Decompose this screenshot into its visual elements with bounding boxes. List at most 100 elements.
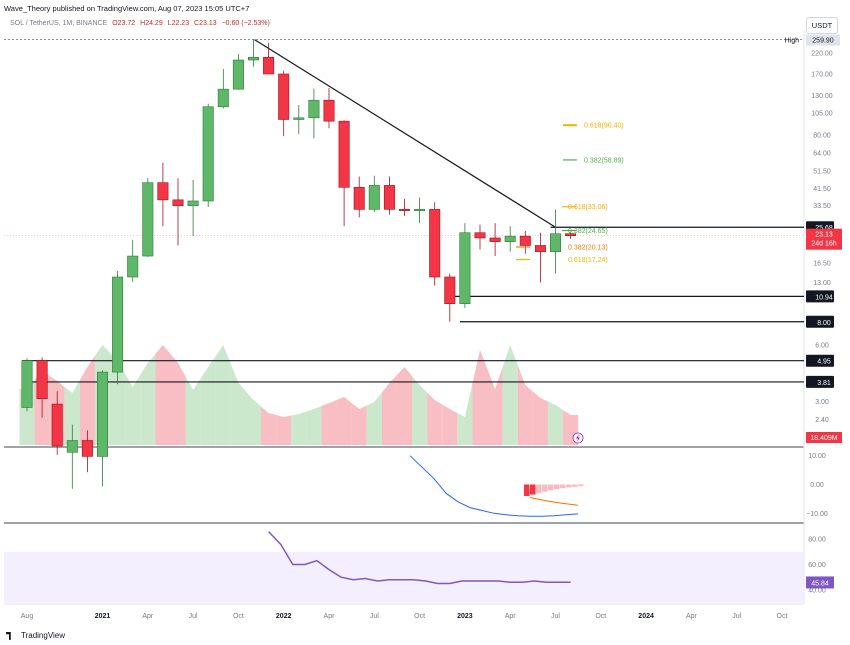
candle	[323, 88, 335, 129]
macd-histogram-bar	[554, 484, 560, 490]
tradingview-brand[interactable]: TradingView	[6, 631, 65, 640]
candle-body	[429, 209, 441, 278]
level-badge-text: 3.81	[817, 380, 831, 387]
candle-body	[519, 235, 531, 246]
macd-histogram-bar	[542, 484, 548, 492]
time-tick-label: Jul	[370, 613, 379, 620]
candle-body	[112, 276, 124, 373]
time-tick-label: Oct	[595, 613, 606, 620]
fib-label: 0.382(20.13)	[568, 244, 608, 251]
level-badge	[806, 354, 834, 367]
price-tick-label: 8.00	[815, 319, 829, 326]
candle-body	[172, 199, 184, 206]
candle-body	[414, 209, 426, 211]
rsi-band	[4, 551, 804, 603]
time-tick-label: Jul	[732, 613, 741, 620]
price-tick-label: 220.00	[811, 51, 833, 58]
volume-area	[381, 375, 397, 445]
macd-line	[409, 455, 579, 517]
price-tick-label: 105.00	[811, 111, 833, 118]
price-tick-label: 130.00	[811, 93, 833, 100]
level-badge-text: 25.68	[815, 225, 833, 232]
macd-histogram-bar	[536, 484, 542, 494]
candle-body	[51, 403, 63, 447]
candle	[338, 120, 350, 227]
time-tick-label: 2022	[276, 613, 292, 620]
time-tick-label: Apr	[324, 613, 336, 620]
low-value: L22.23	[167, 20, 190, 27]
price-tick-label: 33.50	[813, 203, 831, 210]
candle	[202, 103, 214, 207]
fib-label: 0.618(90.40)	[584, 123, 624, 130]
volume-area	[321, 400, 337, 445]
rsi-value-text: 45.84	[811, 580, 829, 587]
candle	[157, 162, 169, 227]
candle	[172, 178, 184, 246]
candle	[429, 202, 441, 286]
volume-area	[185, 376, 201, 445]
macd-tick-label: 0.00	[810, 482, 824, 489]
time-tick-label: Jul	[189, 613, 198, 620]
level-badge-text: 4.95	[817, 359, 831, 366]
rsi-tick-label: 80.00	[808, 537, 826, 544]
rsi-tick-label: 60.00	[808, 562, 826, 569]
volume-area	[125, 374, 141, 445]
lightning-icon[interactable]	[572, 432, 584, 444]
candle	[278, 70, 290, 137]
volume-area	[64, 380, 80, 445]
candle	[489, 223, 501, 257]
candle-body	[323, 99, 335, 122]
candle	[142, 178, 154, 257]
price-tick-label: 4.80	[815, 361, 829, 368]
candle-body	[202, 106, 214, 202]
candle	[232, 53, 244, 90]
candle	[248, 39, 260, 67]
volume-area	[412, 376, 428, 445]
lightning-glyph	[576, 434, 580, 442]
volume-area	[427, 392, 443, 445]
time-tick-label: Aug	[21, 613, 34, 620]
price-tick-label: 16.50	[813, 261, 831, 268]
current-price-badge	[806, 228, 842, 250]
price-tick-label: 2.40	[815, 417, 829, 424]
volume-area	[245, 391, 262, 445]
volume-area	[34, 371, 50, 445]
price-tick-label: 6.00	[815, 343, 829, 350]
volume-area	[19, 380, 35, 445]
candle-body	[338, 120, 350, 188]
symbol-name[interactable]: SOL / TetherUS, 1M, BINANCE	[10, 20, 108, 27]
brand-text: TradingView	[21, 631, 66, 640]
volume-area	[457, 383, 473, 445]
volume-badge	[806, 432, 842, 443]
currency-selector[interactable]: USDT	[806, 17, 838, 34]
candle	[474, 224, 486, 250]
time-tick-label: 2021	[95, 613, 111, 620]
candle-body	[489, 237, 501, 242]
volume-area	[79, 356, 95, 445]
time-tick-label: Apr	[686, 613, 698, 620]
macd-histogram-bar	[530, 484, 536, 495]
time-tick-label: Oct	[233, 613, 244, 620]
level-badge	[806, 290, 834, 303]
macd-histogram-bar	[560, 484, 566, 489]
candle-body	[21, 360, 33, 408]
candle-body	[232, 59, 244, 90]
candle	[293, 104, 305, 135]
price-tick-label: 25.50	[813, 225, 831, 232]
volume-area	[200, 356, 216, 445]
level-badge-text: 8.00	[817, 320, 831, 327]
volume-area	[215, 345, 231, 445]
macd-histogram-bar	[524, 484, 530, 497]
volume-area	[110, 353, 126, 445]
candle	[353, 176, 365, 218]
time-tick-label: 2024	[638, 613, 654, 620]
candle-body	[187, 200, 199, 206]
trendline	[254, 39, 556, 228]
close-value: C23.13	[194, 20, 217, 27]
time-tick-label: Oct	[777, 613, 788, 620]
time-tick-label: Jul	[551, 613, 560, 620]
candle-body	[263, 56, 275, 75]
price-tick-label: 41.50	[813, 186, 831, 193]
price-tick-label: 3.80	[815, 380, 829, 387]
